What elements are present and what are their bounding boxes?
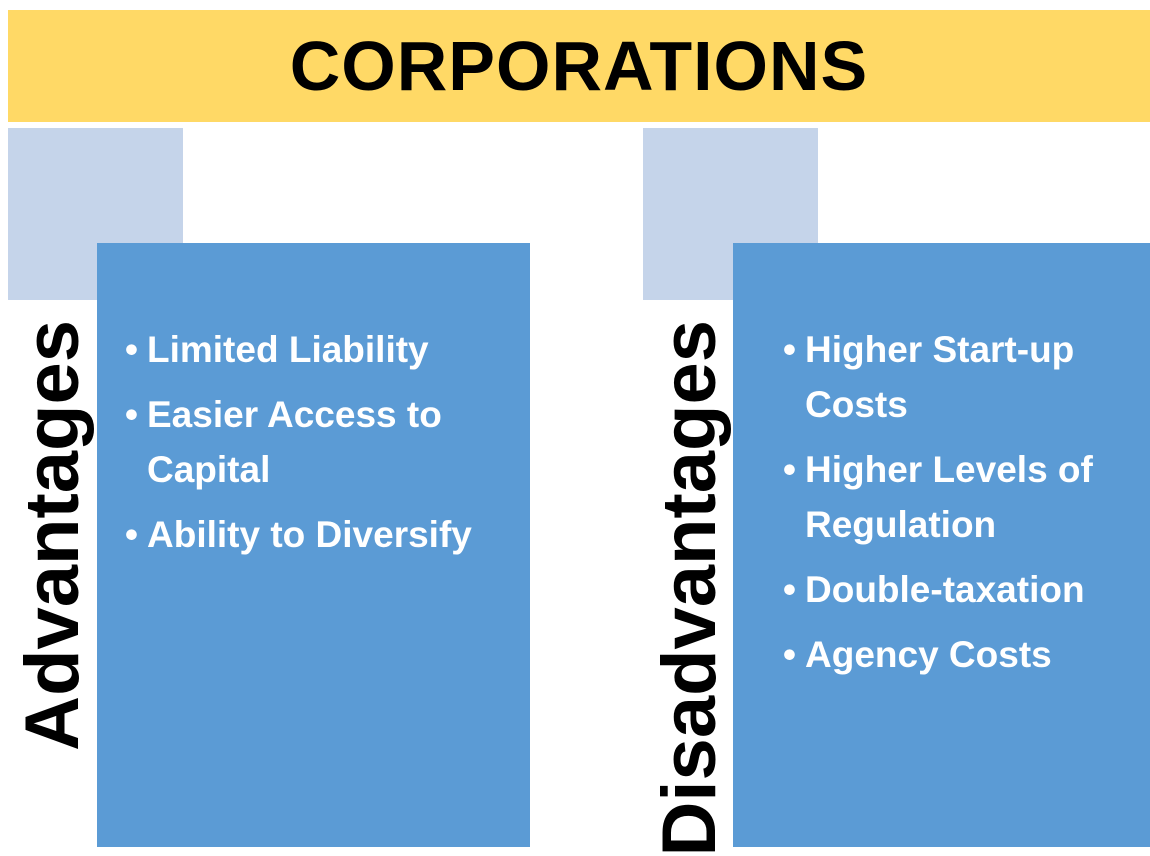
list-item: Agency Costs bbox=[783, 627, 1143, 682]
list-item: Double-taxation bbox=[783, 562, 1143, 617]
advantages-list: Limited Liability Easier Access to Capita… bbox=[125, 322, 525, 572]
advantages-heading-wrap: Advantages bbox=[8, 320, 98, 751]
advantages-heading: Advantages bbox=[10, 320, 95, 751]
list-item: Ability to Diversify bbox=[125, 507, 525, 562]
list-item: Higher Start-up Costs bbox=[783, 322, 1143, 432]
title: CORPORATIONS bbox=[289, 27, 869, 105]
disadvantages-heading: Disadvantages bbox=[647, 320, 732, 856]
list-item: Easier Access to Capital bbox=[125, 387, 525, 497]
disadvantages-list: Higher Start-up CostsHigher Levels of Re… bbox=[783, 322, 1143, 692]
disadvantages-heading-wrap: Disadvantages bbox=[645, 320, 735, 856]
list-item: Higher Levels of Regulation bbox=[783, 442, 1143, 552]
title-banner: CORPORATIONS bbox=[8, 10, 1150, 122]
list-item: Limited Liability bbox=[125, 322, 525, 377]
